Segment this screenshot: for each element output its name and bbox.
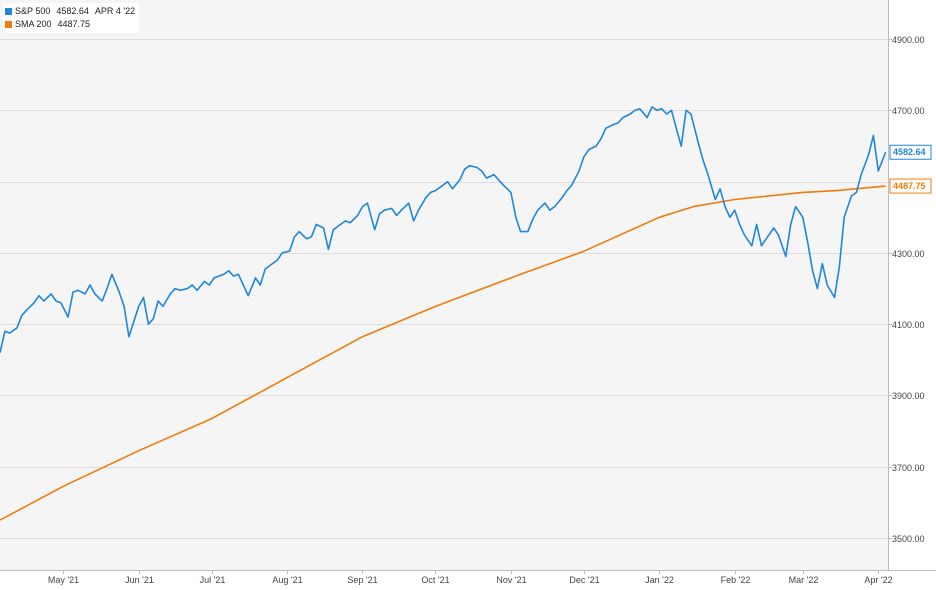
y-tick-label: 3500.00 [892, 534, 925, 544]
x-tick-label: Nov '21 [496, 575, 526, 585]
x-tick-label: Feb '22 [721, 575, 751, 585]
last-value-label-sp500-box [889, 144, 932, 160]
legend-date-sp500: APR 4 '22 [94, 6, 136, 16]
x-tick-label: Jul '21 [200, 575, 226, 585]
legend: S&P 500 4582.64 APR 4 '22 SMA 200 4487.7… [3, 3, 140, 33]
x-axis-area [0, 570, 936, 590]
last-value-label-sp500-text: 4582.64 [893, 147, 926, 157]
x-tick-label: Jun '21 [125, 575, 154, 585]
legend-item-sp500: S&P 500 4582.64 APR 4 '22 [5, 5, 135, 18]
legend-value-sma200: 4487.75 [57, 19, 91, 29]
last-value-label-sma200-box [889, 178, 932, 194]
x-tick-label: Jan '22 [645, 575, 674, 585]
legend-name-sma200: SMA 200 [15, 19, 52, 29]
legend-swatch-sp500 [5, 8, 12, 15]
legend-swatch-sma200 [5, 21, 12, 28]
plot-area [0, 0, 888, 570]
legend-name-sp500: S&P 500 [15, 6, 51, 16]
last-value-label-sma200: 4487.75 [889, 178, 932, 194]
legend-item-sma200: SMA 200 4487.75 [5, 18, 135, 31]
legend-value-sp500: 4582.64 [56, 6, 89, 16]
y-tick-label: 4700.00 [892, 106, 925, 116]
x-tick-label: Sep '21 [347, 575, 377, 585]
y-tick-label: 4300.00 [892, 249, 925, 259]
y-tick-label: 4900.00 [892, 35, 925, 45]
y-tick-label: 3700.00 [892, 463, 925, 473]
x-tick-label: Aug '21 [272, 575, 302, 585]
y-axis-area [888, 0, 936, 570]
series-line-sma200 [0, 185, 886, 521]
y-tick-label: 3900.00 [892, 391, 925, 401]
x-tick-label: Dec '21 [569, 575, 599, 585]
x-tick-label: Apr '22 [864, 575, 892, 585]
y-tick-label: 4100.00 [892, 320, 925, 330]
x-tick-label: Oct '21 [421, 575, 449, 585]
x-tick-label: Mar '22 [789, 575, 819, 585]
series-line-sp500 [0, 106, 887, 353]
x-tick-label: May '21 [48, 575, 79, 585]
last-value-label-sp500: 4582.64 [889, 144, 932, 160]
last-value-label-sma200-text: 4487.75 [893, 181, 926, 191]
